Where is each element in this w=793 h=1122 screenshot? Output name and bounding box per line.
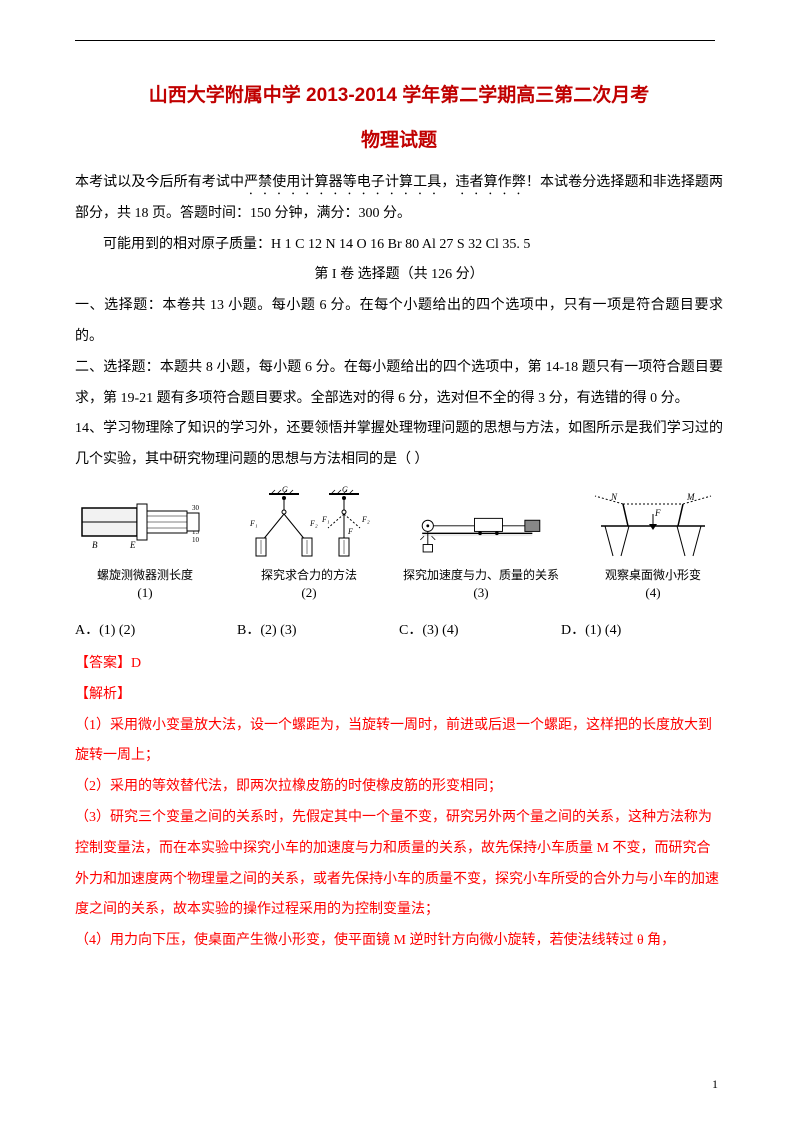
svg-text:F₂: F₂: [309, 519, 318, 528]
option-d: D．(1) (4): [561, 619, 723, 639]
intro-text-a: 本考试以及今后所有考试中: [75, 175, 244, 190]
svg-text:F: F: [347, 527, 353, 536]
figure-row: 30 25 20 15 10 B E 螺旋测微器测长度 (1): [75, 484, 723, 601]
explanation-4: （4）用力向下压，使桌面产生微小形变，使平面镜 M 逆时针方向微小旋转，若使法线…: [75, 926, 723, 957]
page-number: 1: [712, 1077, 718, 1092]
section-1: 一、选择题：本卷共 13 小题。每小题 6 分。在每个小题给出的四个选项中，只有…: [75, 291, 723, 353]
exam-title-line1: 山西大学附属中学 2013-2014 学年第二学期高三第二次月考: [75, 80, 723, 107]
svg-text:10: 10: [192, 536, 200, 544]
svg-text:30: 30: [192, 504, 200, 512]
svg-text:G: G: [342, 486, 348, 494]
intro-paragraph: 本考试以及今后所有考试中严禁使用计算器等电子计算工具，违者算作弊！本试卷分选择题…: [75, 168, 723, 230]
svg-text:G: G: [282, 486, 288, 494]
fig1-caption: 螺旋测微器测长度: [97, 566, 193, 583]
figure-2: G F₁ F₂ G F₁: [239, 484, 379, 601]
micrometer-icon: 30 25 20 15 10 B E: [75, 484, 215, 564]
exam-title-line2: 物理试题: [75, 125, 723, 152]
explanation-label: 【解析】: [75, 680, 723, 711]
figure-3: 探究加速度与力、质量的关系 (3): [403, 484, 559, 601]
figure-1: 30 25 20 15 10 B E 螺旋测微器测长度 (1): [75, 484, 215, 601]
question-14: 14、学习物理除了知识的学习外，还要领悟并掌握处理物理问题的思想与方法，如图所示…: [75, 414, 723, 476]
svg-text:M: M: [686, 492, 695, 502]
option-a: A．(1) (2): [75, 619, 237, 639]
fig2-num: (2): [301, 585, 316, 601]
fig2-caption: 探究求合力的方法: [261, 566, 357, 583]
svg-text:F: F: [654, 508, 661, 518]
svg-text:F₂: F₂: [361, 515, 370, 524]
atomic-masses: 可能用到的相对原子质量：H 1 C 12 N 14 O 16 Br 80 Al …: [75, 230, 723, 261]
fig4-caption: 观察桌面微小形变: [605, 566, 701, 583]
option-c: C．(3) (4): [399, 619, 561, 639]
figure-4: N M F 观察桌面微小形变 (4): [583, 484, 723, 601]
fig3-caption: 探究加速度与力、质量的关系: [403, 566, 559, 583]
explanation-3: （3）研究三个变量之间的关系时，先假定其中一个量不变，研究另外两个量之间的关系，…: [75, 803, 723, 926]
force-composition-icon: G F₁ F₂ G F₁: [239, 484, 379, 564]
svg-text:E: E: [129, 540, 136, 550]
section-2: 二、选择题：本题共 8 小题，每小题 6 分。在每小题给出的四个选项中，第 14…: [75, 353, 723, 415]
svg-text:F₁: F₁: [249, 519, 258, 528]
explanation-1: （1）采用微小变量放大法，设一个螺距为，当旋转一周时，前进或后退一个螺距，这样把…: [75, 711, 723, 773]
fig3-num: (3): [473, 585, 488, 601]
options-row: A．(1) (2) B．(2) (3) C．(3) (4) D．(1) (4): [75, 619, 723, 639]
fig4-num: (4): [645, 585, 660, 601]
svg-text:N: N: [610, 492, 618, 502]
option-b: B．(2) (3): [237, 619, 399, 639]
svg-text:F₁: F₁: [321, 515, 330, 524]
answer: 【答案】D: [75, 649, 723, 680]
acceleration-icon: [411, 484, 551, 564]
explanation-2: （2）采用的等效替代法，即两次拉橡皮筋的时使橡皮筋的形变相同；: [75, 772, 723, 803]
intro-emphasis: 严禁使用计算器等电子计算工具，违者算作弊！: [244, 175, 540, 190]
mirror-deform-icon: N M F: [583, 484, 723, 564]
fig1-num: (1): [137, 585, 152, 601]
svg-text:B: B: [92, 540, 98, 550]
part-1-heading: 第 I 卷 选择题（共 126 分）: [75, 260, 723, 291]
